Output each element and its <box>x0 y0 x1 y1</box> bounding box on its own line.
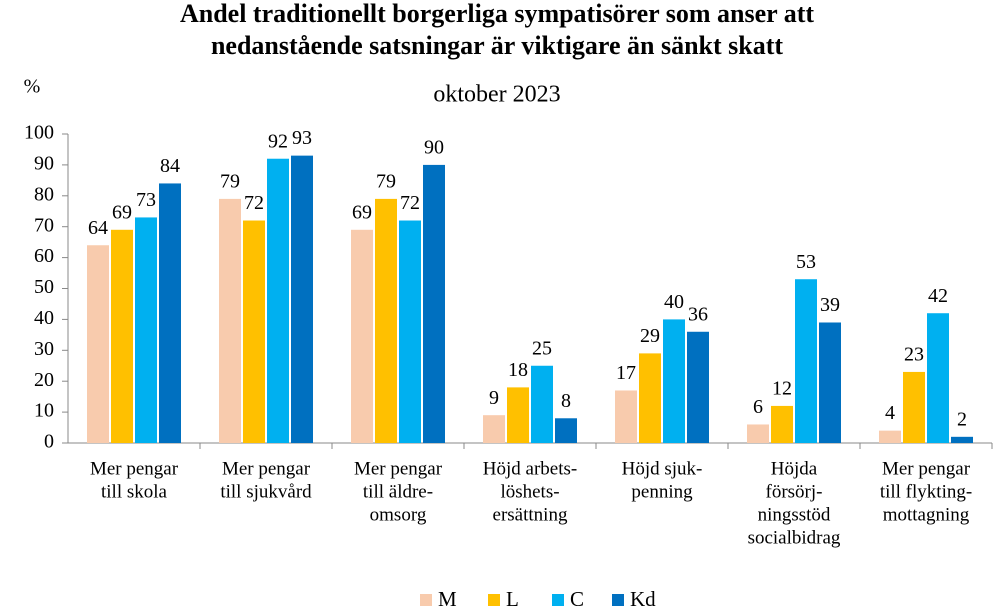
bar <box>951 436 973 443</box>
bar <box>219 198 241 443</box>
bar <box>615 390 637 443</box>
bar <box>111 229 133 443</box>
bar <box>639 353 661 443</box>
bar <box>399 220 421 443</box>
data-label: 73 <box>136 189 156 211</box>
legend-swatch <box>488 594 500 606</box>
bar <box>555 418 577 443</box>
data-label: 6 <box>753 396 763 418</box>
legend-swatch <box>552 594 564 606</box>
data-label: 69 <box>112 201 132 223</box>
y-tick-label: 60 <box>34 245 54 267</box>
bar <box>531 365 553 443</box>
bar <box>483 415 505 443</box>
y-tick-label: 40 <box>34 307 54 329</box>
bar <box>159 183 181 443</box>
y-tick-label: 30 <box>34 338 54 360</box>
y-tick-label: 10 <box>34 400 54 422</box>
data-label: 79 <box>376 170 396 192</box>
legend-label: C <box>570 587 584 611</box>
y-tick-label: 70 <box>34 214 54 236</box>
bar <box>663 319 685 443</box>
data-label: 92 <box>268 130 288 152</box>
legend-swatch <box>420 594 432 606</box>
data-label: 93 <box>292 127 312 149</box>
data-label: 72 <box>244 192 264 214</box>
data-label: 29 <box>640 325 660 347</box>
y-tick-label: 0 <box>44 431 54 453</box>
bar <box>819 322 841 443</box>
bar <box>507 387 529 443</box>
y-tick-label: 80 <box>34 183 54 205</box>
bar <box>291 155 313 443</box>
data-label: 9 <box>489 387 499 409</box>
data-label: 72 <box>400 192 420 214</box>
data-label: 84 <box>160 155 180 177</box>
data-label: 39 <box>820 294 840 316</box>
legend-label: M <box>438 587 457 611</box>
bar <box>771 405 793 443</box>
bar <box>375 198 397 443</box>
bar <box>927 313 949 443</box>
data-label: 17 <box>616 362 636 384</box>
bar <box>795 279 817 443</box>
legend-label: L <box>506 587 519 611</box>
x-tick-label: Höjd sjuk-penning <box>622 459 703 503</box>
x-tick-label: Mer pengar till äldre-omsorg <box>354 459 443 526</box>
x-tick-label: Höjda försörj-ningsstöd socialbidrag <box>748 459 841 549</box>
bar <box>879 430 901 443</box>
x-tick-label: Höjd arbets-löshets-ersättning <box>483 459 577 526</box>
data-label: 8 <box>561 390 571 412</box>
y-tick-label: 20 <box>34 369 54 391</box>
x-tick-label: Mer pengar till sjukvård <box>220 459 312 503</box>
data-label: 79 <box>220 170 240 192</box>
chart-subtitle: oktober 2023 <box>433 82 560 108</box>
y-tick-label: 50 <box>34 276 54 298</box>
data-label: 12 <box>772 378 792 400</box>
legend-label: Kd <box>630 587 656 611</box>
data-label: 53 <box>796 251 816 273</box>
bar <box>747 424 769 443</box>
data-label: 42 <box>928 285 948 307</box>
chart-title: Andel traditionellt borgerliga sympatisö… <box>180 0 814 60</box>
data-label: 18 <box>508 359 528 381</box>
bar <box>687 331 709 443</box>
data-label: 69 <box>352 201 372 223</box>
legend-swatch <box>612 594 624 606</box>
data-label: 2 <box>957 408 967 430</box>
bar <box>135 217 157 443</box>
y-tick-label: 100 <box>24 122 54 144</box>
data-label: 4 <box>885 402 895 424</box>
x-tick-label: Mer pengar till skola <box>90 459 179 503</box>
data-label: 25 <box>532 337 552 359</box>
bar <box>903 371 925 443</box>
y-tick-label: 90 <box>34 152 54 174</box>
bar <box>243 220 265 443</box>
data-label: 36 <box>688 303 708 325</box>
x-tick-label: Mer pengar till flykting-mottagning <box>880 459 972 526</box>
bar <box>267 158 289 443</box>
data-label: 23 <box>904 344 924 366</box>
data-label: 90 <box>424 136 444 158</box>
bar <box>423 164 445 443</box>
y-axis-label: % <box>24 76 41 98</box>
bar <box>87 245 109 443</box>
data-label: 64 <box>88 217 108 239</box>
data-label: 40 <box>664 291 684 313</box>
bar <box>351 229 373 443</box>
